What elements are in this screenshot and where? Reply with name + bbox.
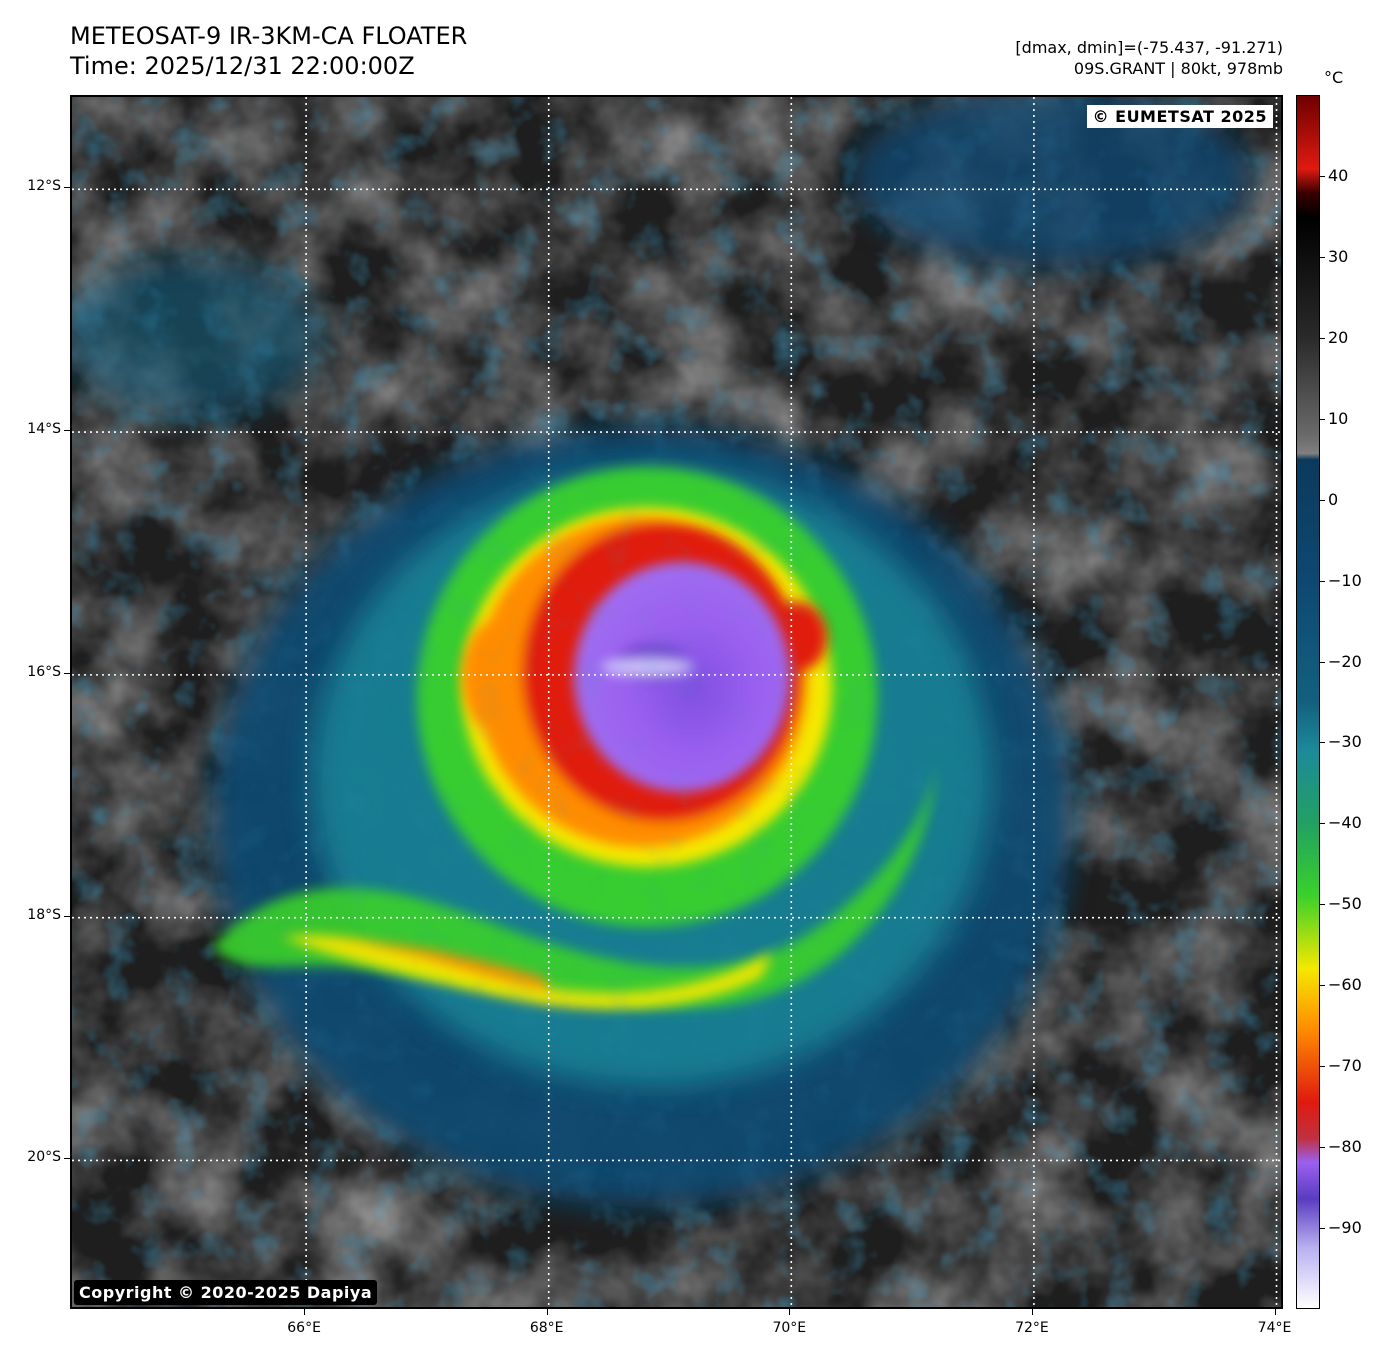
ir-imagery: [72, 97, 1281, 1307]
latitude-tick: [64, 1158, 70, 1160]
eumetsat-credit: © EUMETSAT 2025: [1086, 105, 1273, 128]
colorbar-label: 30: [1328, 246, 1349, 266]
colorbar-label: 20: [1328, 327, 1349, 347]
colorbar-tick: [1320, 661, 1325, 663]
colorbar-tick: [1320, 418, 1325, 420]
colorbar-label: 10: [1328, 408, 1349, 428]
graticule: [72, 97, 1281, 1307]
colorbar-label: −80: [1328, 1137, 1362, 1157]
colorbar-label: −50: [1328, 894, 1362, 914]
colorbar-tick: [1320, 337, 1325, 339]
colorbar-tick: [1320, 985, 1325, 987]
title-line-1: METEOSAT-9 IR-3KM-CA FLOATER: [70, 22, 468, 50]
colorbar-label: 0: [1328, 489, 1339, 509]
colorbar-label: −60: [1328, 975, 1362, 995]
colorbar-tick: [1320, 742, 1325, 744]
colorbar-label: −70: [1328, 1056, 1362, 1076]
latitude-label: 12°S: [27, 178, 61, 195]
colorbar-tick: [1320, 1147, 1325, 1149]
title-line-2: Time: 2025/12/31 22:00:00Z: [70, 52, 415, 80]
longitude-label: 74°E: [1257, 1320, 1292, 1336]
longitude-label: 72°E: [1015, 1320, 1049, 1336]
colorbar-label: −30: [1328, 732, 1362, 752]
longitude-tick: [546, 1309, 548, 1315]
colorbar-tick: [1320, 580, 1325, 582]
colorbar-label: −90: [1328, 1218, 1362, 1238]
latitude-label: 16°S: [27, 663, 61, 680]
latitude-tick: [64, 672, 70, 674]
latitude-tick: [64, 430, 70, 432]
latitude-label: 20°S: [27, 1149, 61, 1166]
colorbar-label: −20: [1328, 651, 1362, 671]
longitude-tick: [304, 1309, 306, 1315]
colorbar-label: 40: [1328, 165, 1349, 185]
colorbar-tick: [1320, 823, 1325, 825]
latitude-label: 18°S: [27, 906, 61, 923]
satellite-map: © EUMETSAT 2025 Copyright © 2020-2025 Da…: [70, 95, 1283, 1309]
colorbar-label: −10: [1328, 570, 1362, 590]
storm-info: 09S.GRANT | 80kt, 978mb: [1073, 59, 1283, 78]
latitude-tick: [64, 915, 70, 917]
longitude-tick: [1274, 1309, 1276, 1315]
colorbar: [1296, 95, 1320, 1309]
colorbar-label: −40: [1328, 813, 1362, 833]
colorbar-tick: [1320, 1228, 1325, 1230]
longitude-label: 66°E: [287, 1320, 321, 1336]
colorbar-tick: [1320, 499, 1325, 501]
longitude-tick: [789, 1309, 791, 1315]
latitude-label: 14°S: [27, 421, 61, 438]
longitude-label: 70°E: [772, 1320, 807, 1336]
dapiya-credit: Copyright © 2020-2025 Dapiya: [74, 1280, 378, 1305]
colorbar-unit: °C: [1324, 68, 1344, 87]
dmax-dmin-info: [dmax, dmin]=(-75.437, -91.271): [1015, 38, 1283, 57]
latitude-tick: [64, 187, 70, 189]
colorbar-tick: [1320, 175, 1325, 177]
longitude-tick: [1031, 1309, 1033, 1315]
longitude-label: 68°E: [529, 1320, 564, 1336]
colorbar-tick: [1320, 1066, 1325, 1068]
colorbar-tick: [1320, 904, 1325, 906]
colorbar-tick: [1320, 256, 1325, 258]
